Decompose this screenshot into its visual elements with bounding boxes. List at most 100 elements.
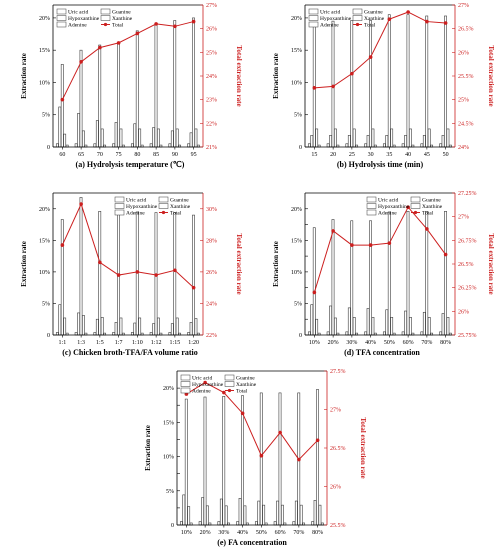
total-point (79, 60, 83, 64)
bar-uric-acid (292, 521, 296, 526)
bar-guanine (281, 504, 284, 526)
x-tick-label: 50% (384, 340, 395, 346)
bar-uric-acid (401, 143, 405, 148)
x-tick-label: 10% (309, 340, 320, 346)
bar-guanine (352, 317, 356, 336)
legend-swatch (308, 21, 319, 28)
total-point (203, 380, 207, 385)
bar-hypoxanthine (77, 113, 80, 148)
bar-hypoxanthine (441, 135, 445, 148)
x-tick-label: 85 (153, 152, 159, 158)
total-point (240, 411, 245, 416)
bar-uric-acid (307, 143, 311, 148)
bar-guanine (352, 128, 356, 148)
legend-swatch (56, 15, 67, 21)
bar-hypoxanthine (152, 127, 155, 148)
bar-uric-acid (382, 331, 386, 336)
bar-guanine (315, 128, 319, 148)
bar-guanine (334, 317, 337, 336)
y-axis-title: Extraction rate (20, 241, 28, 287)
panel-caption: (e) FA concentration (217, 538, 287, 547)
bar-adenine (259, 392, 263, 526)
legend-label: Uric acid (320, 10, 341, 16)
x-tick-label: 1:7 (115, 340, 123, 346)
bar-adenine (222, 396, 226, 526)
total-point (406, 10, 410, 14)
x-tick-label: 1:15 (170, 340, 181, 346)
bar-guanine (157, 317, 160, 336)
bar-hypoxanthine (385, 309, 389, 336)
x-tick-label: 60 (59, 152, 65, 158)
bar-guanine (82, 130, 85, 148)
bar-hypoxanthine (201, 497, 204, 526)
y2-tick-label: 23% (206, 98, 217, 104)
x-tick-label: 45 (424, 152, 430, 158)
bar-adenine (173, 212, 177, 336)
bar-uric-acid (345, 331, 349, 336)
bar-guanine (194, 128, 198, 148)
legend: Uric acid Guanine Hypoxanthine Xanthine Aden… (56, 8, 133, 29)
bar-hypoxanthine (189, 132, 193, 148)
bar-adenine (387, 211, 391, 336)
bar-uric-acid (55, 143, 59, 148)
total-point (191, 19, 196, 24)
y-tick-label: 15% (39, 48, 50, 54)
y-tick-label: 5% (42, 113, 50, 119)
bar-adenine (369, 20, 372, 148)
legend-swatch (224, 374, 235, 381)
y2-tick-label: 27.5% (330, 369, 346, 375)
bar-guanine (224, 505, 228, 526)
x-tick-label: 30% (346, 340, 357, 346)
y2-tick-label: 24% (206, 74, 217, 80)
bar-hypoxanthine (366, 308, 370, 336)
y-axis-title: Extraction rate (144, 425, 152, 471)
total-point (425, 19, 429, 24)
legend-label: Hypoxanthine (192, 382, 224, 388)
y-axis-title: Extraction rate (272, 53, 280, 99)
y2-tick-label: 27% (330, 408, 341, 414)
legend-label: Guanine (364, 10, 383, 16)
chart-panel-d: 0 5% 10% 15% 20% 25.75% 26% 26.25% 26.5% 26.75% 27… (272, 191, 495, 357)
x-tick-label: 60% (403, 340, 414, 346)
y2-tick-label: 22% (206, 333, 217, 339)
bar-guanine (409, 317, 412, 336)
legend-label: Adenine (192, 389, 211, 395)
bar-uric-acid (382, 143, 386, 148)
bar-guanine (371, 317, 375, 336)
bar-hypoxanthine (347, 307, 351, 336)
x-tick-label: 30 (368, 152, 374, 158)
bar-adenine (312, 227, 316, 336)
total-point (312, 290, 317, 295)
bar-adenine (203, 396, 207, 526)
bar-uric-acid (74, 143, 78, 148)
bar-uric-acid (130, 143, 134, 148)
bar-guanine (427, 128, 431, 148)
x-tick-label: 25 (349, 152, 355, 158)
y-axis-title: Extraction rate (20, 53, 28, 99)
y-tick-label: 20% (39, 16, 50, 22)
bar-uric-acid (311, 521, 315, 526)
legend: Uric acid Guanine Hypoxanthine Xanthine Aden… (366, 196, 443, 217)
legend-swatch (180, 374, 191, 381)
x-tick-label: 65 (78, 152, 84, 158)
bar-adenine (331, 20, 335, 148)
x-tick-label: 75 (116, 152, 122, 158)
bar-adenine (79, 197, 83, 336)
total-point (60, 97, 65, 102)
legend-label: Hypoxanthine (126, 204, 158, 210)
x-tick-label: 70% (421, 340, 432, 346)
y2-tick-label: 26.5% (330, 446, 346, 452)
total-point (191, 285, 196, 290)
bar-adenine (312, 22, 316, 148)
bar-guanine (409, 128, 412, 148)
bar-guanine (100, 128, 104, 148)
bar-uric-acid (93, 143, 97, 148)
legend-label: Uric acid (68, 10, 89, 16)
legend-label: Xanthine (170, 204, 191, 210)
y-tick-label: 15% (291, 238, 302, 244)
chart-panel-a: 0 5% 10% 15% 20% 21% 22% 23% 24% 25% 26% 27% 60 65 70 7… (20, 3, 243, 169)
bar-hypoxanthine (257, 500, 261, 526)
panel-caption: (c) Chicken broth-TFA/FA volume ratio (62, 348, 198, 357)
legend: Uric acid Guanine Hypoxanthine Xanthine Aden… (180, 374, 257, 395)
bar-uric-acid (439, 143, 443, 148)
